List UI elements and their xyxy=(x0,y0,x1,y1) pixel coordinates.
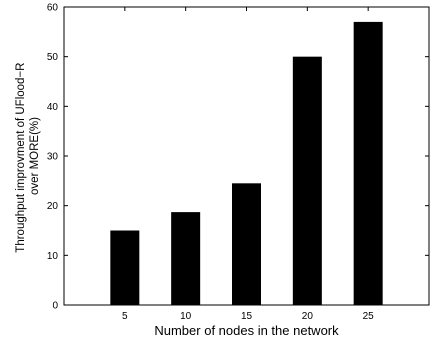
y-axis-ticks: 0 10 20 30 40 50 60 xyxy=(47,3,429,312)
y-tick-label: 10 xyxy=(47,251,59,262)
y-tick-label: 60 xyxy=(47,3,59,14)
x-tick-label: 20 xyxy=(302,311,314,322)
y-tick-label: 50 xyxy=(47,52,59,63)
x-tick-label: 15 xyxy=(241,311,253,322)
bar-10 xyxy=(171,212,201,305)
x-axis-ticks: 5 10 15 20 25 xyxy=(122,7,374,322)
bar-5 xyxy=(110,230,140,305)
y-tick-label: 0 xyxy=(52,301,58,312)
x-tick-label: 25 xyxy=(363,311,375,322)
y-axis-label: Throughput improvment of UFlood−R over M… xyxy=(15,59,41,252)
y-axis-label-line-2: over MORE(%) xyxy=(29,117,41,195)
x-tick-label: 10 xyxy=(180,311,192,322)
bar-25 xyxy=(353,21,383,306)
bar-15 xyxy=(232,183,261,305)
y-tick-label: 20 xyxy=(47,201,59,212)
bar-20 xyxy=(292,56,322,305)
bars-group xyxy=(110,21,383,306)
x-axis-label: Number of nodes in the network xyxy=(154,323,339,338)
x-tick-label: 5 xyxy=(122,311,128,322)
y-axis-label-line-1: Throughput improvment of UFlood−R xyxy=(15,63,27,253)
y-tick-label: 40 xyxy=(47,102,59,113)
y-tick-label: 30 xyxy=(47,152,59,163)
